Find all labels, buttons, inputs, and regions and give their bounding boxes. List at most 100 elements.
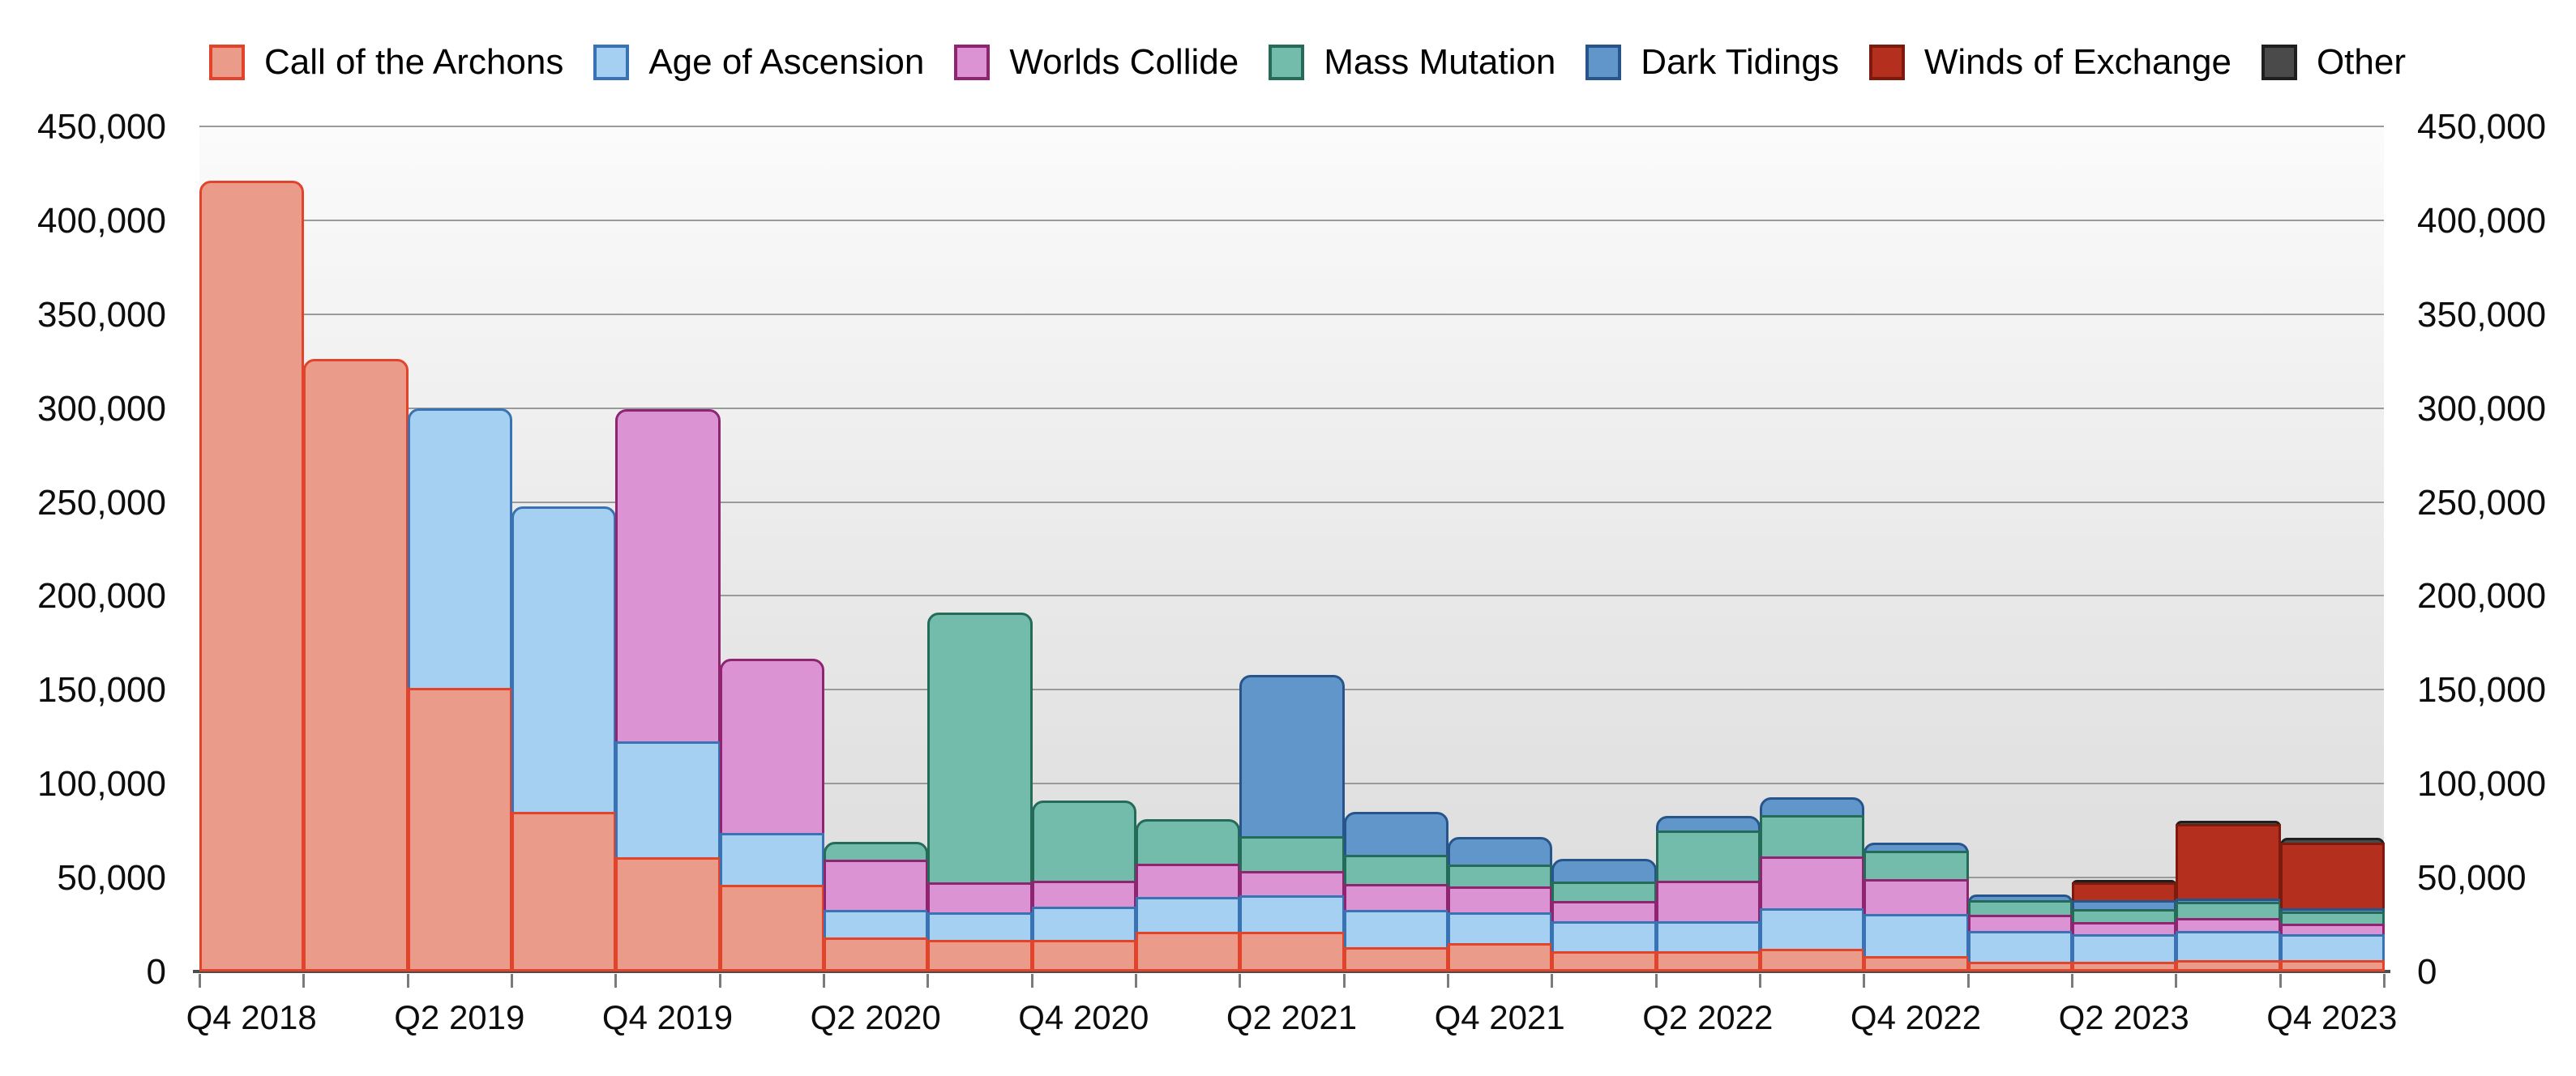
legend-item-call-of-the-archons[interactable]: Call of the Archons [209, 42, 563, 83]
bar-segment-call-of-the-archons[interactable] [824, 937, 929, 971]
bar-segment-call-of-the-archons[interactable] [511, 812, 617, 971]
bar-q3-2019 [511, 506, 617, 971]
bar-q2-2022 [1655, 816, 1761, 971]
bar-segment-call-of-the-archons[interactable] [1136, 932, 1241, 971]
bar-segment-mass-mutation[interactable] [1760, 815, 1865, 859]
x-axis-tick [1135, 974, 1137, 988]
bar-segment-age-of-ascension[interactable] [1343, 910, 1448, 950]
bar-q4-2018 [199, 181, 305, 971]
bar-segment-age-of-ascension[interactable] [2072, 934, 2177, 965]
bar-segment-winds-of-exchange[interactable] [2279, 843, 2385, 911]
bar-segment-age-of-ascension[interactable] [2176, 930, 2281, 963]
bar-segment-call-of-the-archons[interactable] [2176, 960, 2281, 971]
bar-segment-worlds-collide[interactable] [1031, 880, 1136, 909]
bar-segment-age-of-ascension[interactable] [407, 408, 512, 691]
bar-segment-age-of-ascension[interactable] [1136, 896, 1241, 935]
bar-segment-dark-tidings[interactable] [1448, 836, 1553, 867]
bar-segment-age-of-ascension[interactable] [927, 912, 1033, 942]
bar-segment-age-of-ascension[interactable] [824, 910, 929, 941]
y-axis-label-right: 50,000 [2417, 858, 2527, 899]
legend-item-mass-mutation[interactable]: Mass Mutation [1269, 42, 1555, 83]
bar-segment-age-of-ascension[interactable] [719, 833, 824, 888]
bar-segment-dark-tidings[interactable] [1343, 812, 1448, 858]
bar-segment-worlds-collide[interactable] [1343, 884, 1448, 913]
legend-swatch-icon [1269, 45, 1305, 80]
legend-item-age-of-ascension[interactable]: Age of Ascension [593, 42, 924, 83]
bar-segment-worlds-collide[interactable] [824, 860, 929, 913]
bar-segment-age-of-ascension[interactable] [1239, 895, 1345, 935]
bar-segment-age-of-ascension[interactable] [615, 741, 721, 860]
bar-segment-call-of-the-archons[interactable] [407, 688, 512, 971]
x-axis-label: Q4 2018 [186, 998, 317, 1036]
x-axis-label: Q2 2022 [1642, 998, 1774, 1036]
bar-segment-call-of-the-archons[interactable] [1655, 950, 1761, 971]
x-axis-tick [199, 974, 201, 988]
bar-segment-worlds-collide[interactable] [615, 409, 721, 744]
bar-segment-call-of-the-archons[interactable] [1448, 943, 1553, 971]
bar-segment-worlds-collide[interactable] [1448, 886, 1553, 915]
bar-segment-worlds-collide[interactable] [1760, 856, 1865, 911]
legend-swatch-icon [2261, 45, 2297, 80]
bar-segment-mass-mutation[interactable] [927, 613, 1033, 886]
bar-segment-mass-mutation[interactable] [1448, 864, 1553, 889]
y-axis-label-left: 100,000 [36, 764, 166, 805]
legend-item-dark-tidings[interactable]: Dark Tidings [1585, 42, 1839, 83]
legend-item-winds-of-exchange[interactable]: Winds of Exchange [1868, 42, 2232, 83]
bar-segment-mass-mutation[interactable] [1343, 855, 1448, 887]
bar-segment-age-of-ascension[interactable] [1967, 930, 2073, 965]
bar-segment-worlds-collide[interactable] [1655, 880, 1761, 924]
x-axis-tick [302, 974, 306, 988]
bar-segment-age-of-ascension[interactable] [511, 506, 617, 814]
bar-segment-call-of-the-archons[interactable] [1343, 946, 1448, 971]
bar-segment-mass-mutation[interactable] [824, 841, 929, 863]
bar-segment-call-of-the-archons[interactable] [1967, 962, 2073, 971]
bar-segment-call-of-the-archons[interactable] [719, 885, 824, 971]
bar-segment-call-of-the-archons[interactable] [1031, 939, 1136, 971]
bar-segment-age-of-ascension[interactable] [1551, 921, 1657, 954]
bar-segment-call-of-the-archons[interactable] [927, 939, 1033, 971]
bar-segment-age-of-ascension[interactable] [1448, 912, 1553, 946]
bar-segment-call-of-the-archons[interactable] [1760, 949, 1865, 971]
bar-segment-mass-mutation[interactable] [1655, 830, 1761, 883]
bar-segment-call-of-the-archons[interactable] [1551, 950, 1657, 971]
bar-segment-mass-mutation[interactable] [1551, 881, 1657, 904]
bar-segment-call-of-the-archons[interactable] [1239, 932, 1345, 971]
bar-segment-call-of-the-archons[interactable] [2279, 960, 2385, 971]
bar-segment-call-of-the-archons[interactable] [615, 856, 721, 971]
bar-segment-worlds-collide[interactable] [1136, 863, 1241, 899]
bar-segment-call-of-the-archons[interactable] [303, 359, 409, 971]
bar-segment-age-of-ascension[interactable] [1864, 913, 1969, 959]
gridline [199, 126, 2384, 127]
bar-segment-worlds-collide[interactable] [1864, 878, 1969, 916]
y-axis-label-right: 400,000 [2417, 200, 2547, 241]
legend-item-other[interactable]: Other [2261, 42, 2406, 83]
legend-label: Worlds Collide [1009, 42, 1239, 82]
bar-segment-age-of-ascension[interactable] [1655, 921, 1761, 954]
bar-segment-dark-tidings[interactable] [1239, 675, 1345, 839]
y-axis-label-right: 300,000 [2417, 388, 2547, 429]
bar-segment-call-of-the-archons[interactable] [2072, 962, 2177, 971]
bar-segment-age-of-ascension[interactable] [1031, 906, 1136, 942]
bar-segment-mass-mutation[interactable] [1864, 851, 1969, 882]
bar-segment-call-of-the-archons[interactable] [1864, 956, 1969, 971]
bar-q1-2023 [1967, 895, 2073, 971]
bar-segment-mass-mutation[interactable] [1136, 819, 1241, 866]
bar-segment-worlds-collide[interactable] [1551, 901, 1657, 924]
x-axis-tick [823, 974, 825, 988]
bar-segment-dark-tidings[interactable] [1551, 859, 1657, 884]
x-axis-label: Q4 2019 [601, 998, 734, 1036]
x-axis-label: Q4 2022 [1850, 998, 1982, 1036]
y-axis-label-right: 150,000 [2417, 670, 2547, 711]
bar-segment-worlds-collide[interactable] [927, 882, 1033, 915]
bar-segment-mass-mutation[interactable] [1031, 800, 1136, 883]
bar-q3-2020 [927, 613, 1033, 971]
bar-segment-age-of-ascension[interactable] [2279, 934, 2385, 963]
legend-item-worlds-collide[interactable]: Worlds Collide [954, 42, 1239, 83]
bar-segment-winds-of-exchange[interactable] [2176, 824, 2281, 902]
bar-segment-mass-mutation[interactable] [1239, 835, 1345, 874]
bar-segment-worlds-collide[interactable] [719, 659, 824, 836]
bar-segment-call-of-the-archons[interactable] [199, 181, 305, 971]
bar-segment-age-of-ascension[interactable] [1760, 907, 1865, 952]
bar-segment-worlds-collide[interactable] [1239, 871, 1345, 898]
y-axis-label-left: 350,000 [36, 294, 166, 335]
